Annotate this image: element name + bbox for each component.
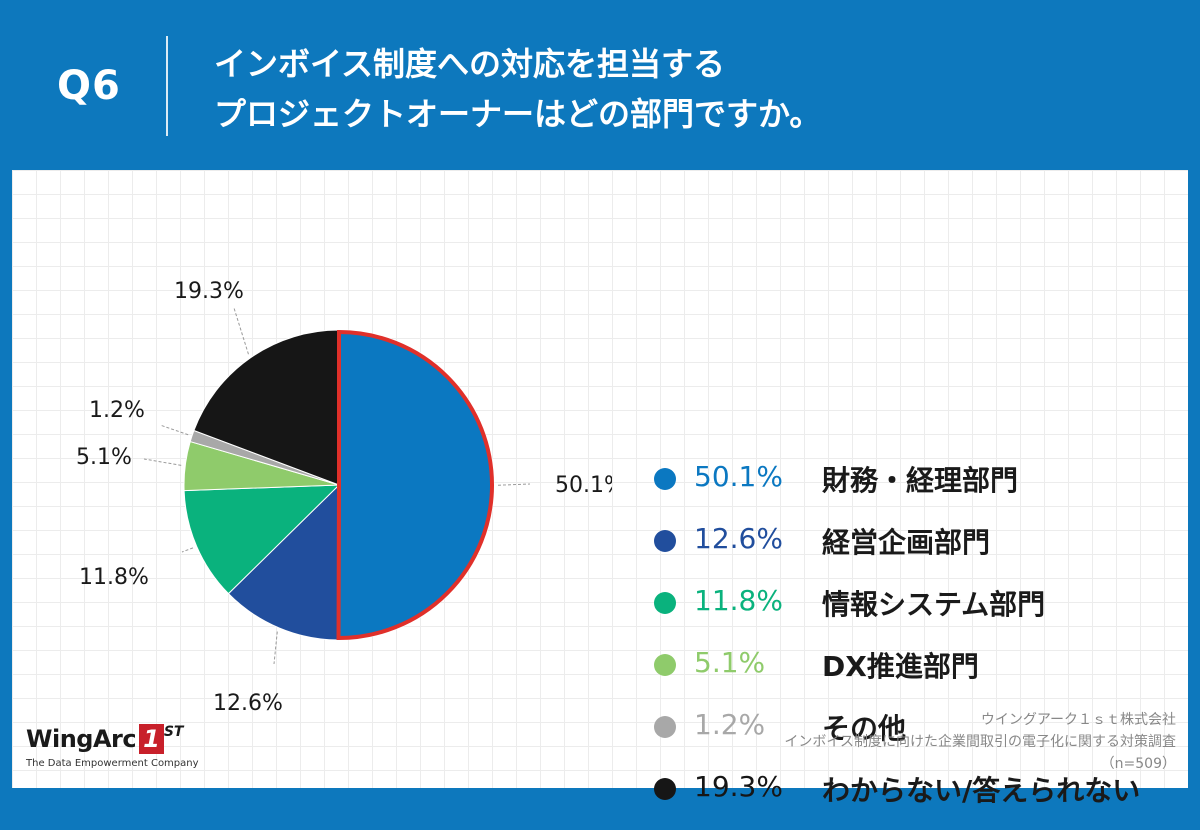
highlight-outline-finance: [336, 329, 494, 640]
data-label-planning: 12.6%: [213, 691, 283, 716]
leader-line-it: [181, 547, 194, 553]
question-number: Q6: [57, 63, 121, 109]
legend-label-other: その他: [822, 712, 907, 745]
source-note: ウイングアーク１ｓｔ株式会社 インボイス制度に向けた企業間取引の電子化に関する対…: [784, 709, 1176, 775]
legend-label-dx: DX推進部門: [822, 650, 979, 683]
slide: Q6 インボイス制度への対応を担当する プロジェクトオーナーはどの部門ですか。 …: [12, 36, 1188, 807]
legend-marker-other: [654, 716, 676, 738]
pie-slice-unknown: [193, 329, 340, 486]
leader-line-other: [159, 424, 189, 436]
legend-marker-unknown: [654, 778, 676, 800]
legend-value-unknown: 19.3%: [694, 770, 783, 803]
legend-label-planning: 経営企画部門: [822, 526, 991, 559]
legend-value-dx: 5.1%: [694, 646, 766, 679]
legend-marker-dx: [654, 654, 676, 676]
leader-line-unknown: [233, 307, 249, 355]
logo-tagline: The Data Empowerment Company: [26, 758, 199, 769]
question-title-line-1: インボイス制度への対応を担当する: [214, 45, 726, 83]
legend-marker-finance: [654, 468, 676, 490]
leader-line-finance: [497, 483, 531, 486]
question-title-line-2: プロジェクトオーナーはどの部門ですか。: [214, 95, 822, 133]
logo-wordmark: WingArc: [26, 725, 137, 753]
company-logo: WingArc 1 ST The Data Empowerment Company: [26, 724, 199, 769]
pie-chart: 50.1% 12.6% 11.8% 5.1% 1.2% 19.3%: [76, 279, 612, 716]
logo-suffix: ST: [163, 724, 184, 740]
legend-value-it: 11.8%: [694, 584, 783, 617]
source-sample: （n=509）: [1100, 756, 1176, 772]
data-label-it: 11.8%: [79, 565, 149, 590]
question-title: インボイス制度への対応を担当する プロジェクトオーナーはどの部門ですか。: [214, 39, 821, 139]
pie-slice-planning: [227, 483, 340, 641]
legend-label-unknown: わからない/答えられない: [822, 774, 1141, 807]
legend-marker-planning: [654, 530, 676, 552]
pie-slice-it: [183, 484, 341, 595]
legend-marker-it: [654, 592, 676, 614]
legend-label-finance: 財務・経理部門: [822, 464, 1019, 497]
data-label-dx: 5.1%: [76, 445, 132, 470]
legend-value-finance: 50.1%: [694, 460, 783, 493]
legend-value-other: 1.2%: [694, 708, 766, 741]
source-company: ウイングアーク１ｓｔ株式会社: [980, 712, 1176, 728]
logo-mark: 1: [139, 724, 164, 754]
source-survey: インボイス制度に向けた企業間取引の電子化に関する対策調査: [784, 734, 1176, 750]
data-label-finance: 50.1%: [555, 473, 612, 498]
leader-line-planning: [273, 631, 278, 665]
legend-value-planning: 12.6%: [694, 522, 783, 555]
header-divider: [166, 36, 168, 136]
chart-panel: 50.1% 12.6% 11.8% 5.1% 1.2% 19.3% 50.1% 財務・経理…: [12, 170, 1188, 807]
pie-slice-finance: [338, 329, 495, 641]
leader-line-dx: [143, 458, 182, 466]
legend-label-it: 情報システム部門: [822, 588, 1046, 621]
data-label-unknown: 19.3%: [174, 279, 244, 304]
data-label-other: 1.2%: [89, 398, 145, 423]
